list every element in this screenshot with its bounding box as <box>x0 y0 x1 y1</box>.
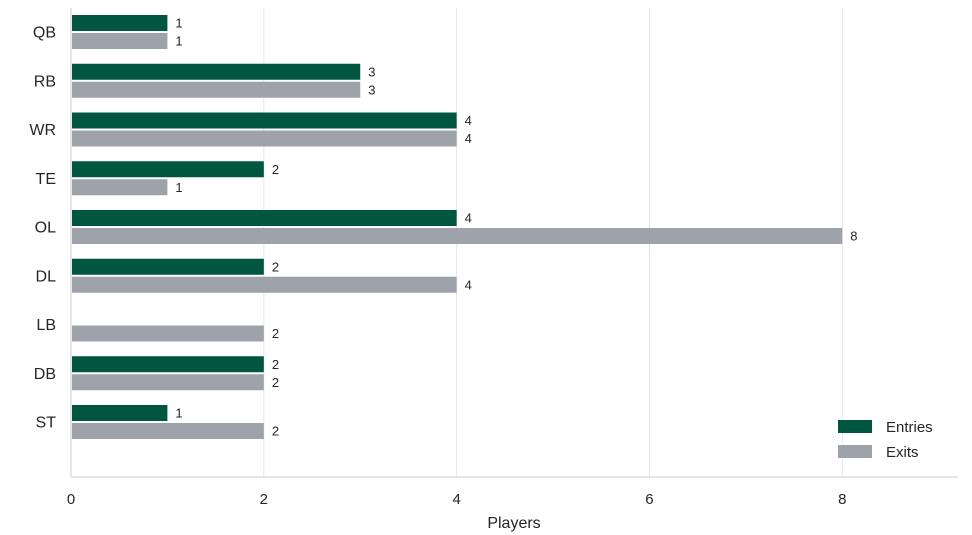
bar-exits <box>72 276 457 293</box>
data-label: 4 <box>465 131 472 146</box>
x-tick-label: 4 <box>452 491 460 508</box>
axes: 0 2 4 6 8 QB RB WR TE OL DL LB DB ST <box>29 8 958 508</box>
data-label: 8 <box>850 229 857 244</box>
bar-entries <box>72 15 168 31</box>
bar-entries <box>72 356 264 373</box>
x-tick-label: 0 <box>67 491 75 508</box>
x-tick-label: 2 <box>260 491 268 508</box>
legend: Entries Exits <box>838 419 933 461</box>
bar-exits <box>72 228 843 244</box>
legend-swatch <box>838 420 872 433</box>
legend-label: Exits <box>886 444 919 461</box>
data-label: 4 <box>465 211 472 226</box>
bar-entries <box>72 161 264 178</box>
y-category-label: WR <box>29 122 56 139</box>
bar-exits <box>72 423 264 439</box>
y-category-label: TE <box>36 171 56 188</box>
bar-exits <box>72 81 361 98</box>
data-label: 2 <box>272 375 279 390</box>
data-label: 2 <box>272 357 279 372</box>
y-category-label: RB <box>34 73 56 90</box>
y-category-label: OL <box>35 220 56 237</box>
data-label: 3 <box>368 82 375 97</box>
data-label: 4 <box>465 113 472 128</box>
data-label: 2 <box>272 259 279 274</box>
bar-exits <box>72 179 168 196</box>
bar-entries <box>72 210 457 226</box>
data-label: 1 <box>175 406 182 421</box>
bar-exits <box>72 33 168 49</box>
bar-entries <box>72 63 361 80</box>
data-label: 1 <box>175 180 182 195</box>
data-label: 4 <box>465 277 472 292</box>
bar-entries <box>72 405 168 421</box>
bars <box>72 15 843 439</box>
legend-swatch <box>838 445 872 458</box>
data-label: 1 <box>175 16 182 31</box>
bar-exits <box>72 374 264 391</box>
data-label: 2 <box>272 424 279 439</box>
y-category-label: LB <box>36 317 56 334</box>
data-label: 2 <box>272 326 279 341</box>
y-category-label: DB <box>34 366 56 383</box>
legend-label: Entries <box>886 419 933 436</box>
y-category-label: ST <box>36 415 57 432</box>
data-label: 2 <box>272 162 279 177</box>
bar-exits <box>72 130 457 147</box>
y-category-label: DL <box>36 268 57 285</box>
bar-entries <box>72 258 264 275</box>
x-tick-label: 6 <box>645 491 653 508</box>
data-label: 3 <box>368 64 375 79</box>
x-tick-label: 8 <box>838 491 846 508</box>
bar-entries <box>72 112 457 129</box>
data-label: 1 <box>175 34 182 49</box>
bar-exits <box>72 325 264 342</box>
x-axis-title: Players <box>487 515 540 532</box>
y-category-label: QB <box>33 25 56 42</box>
